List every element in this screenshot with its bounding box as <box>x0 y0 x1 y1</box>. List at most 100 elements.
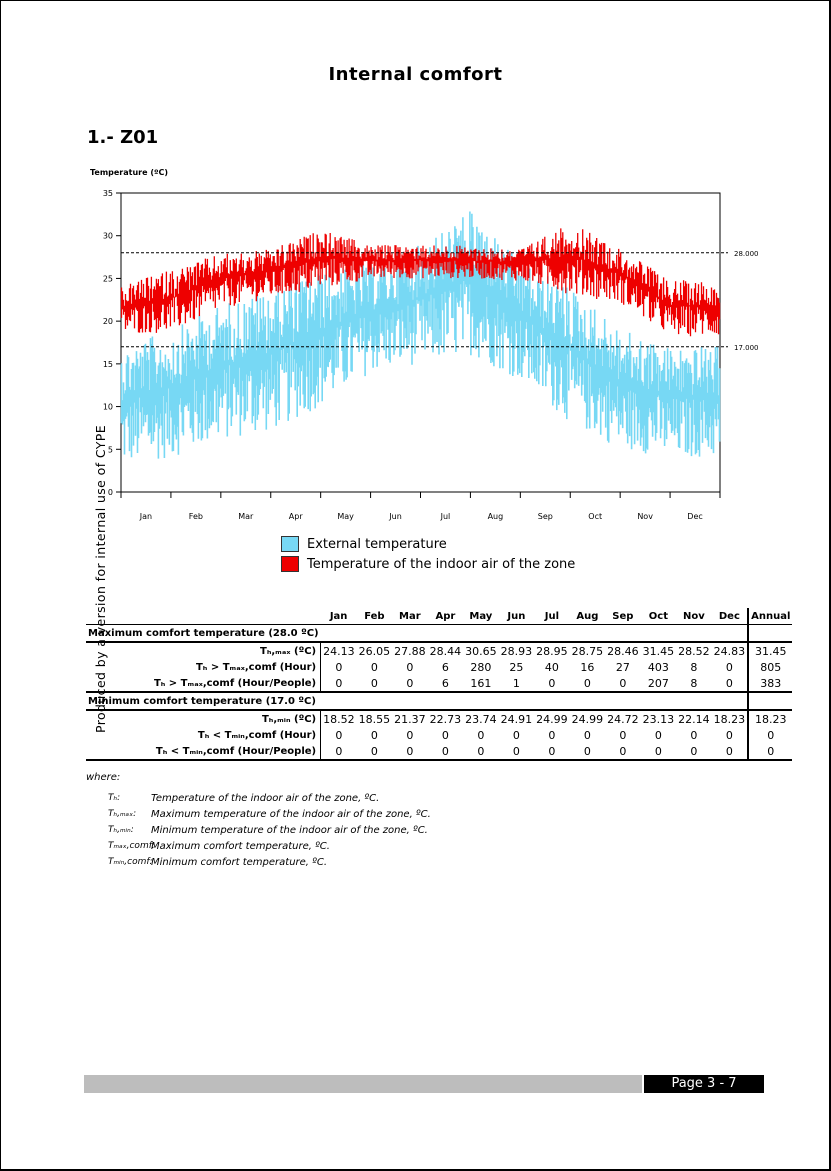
legend-swatch-external <box>281 536 299 552</box>
page-number: Page 3 - 7 <box>644 1075 764 1093</box>
table-cell: 0 <box>711 675 749 693</box>
table-cell: 0 <box>356 675 393 693</box>
table-cell: 207 <box>640 675 677 693</box>
table-cell: 31.45 <box>747 642 793 659</box>
table-cell: 16 <box>580 660 595 674</box>
table-cell: 0 <box>725 728 733 742</box>
table-header-cell: Aug <box>569 608 606 625</box>
definition-symbol: Tₕ,ₘᵢₙ: <box>108 825 134 835</box>
table-row-label: Tₕ > Tₘₐₓ,comf (Hour/People) <box>86 675 321 693</box>
table-cell: 280 <box>470 660 492 674</box>
table-cell: 6 <box>441 660 449 674</box>
max-comfort-group-title: Maximum comfort temperature (28.0 ºC) <box>86 624 321 643</box>
table-cell: 0 <box>583 728 591 742</box>
table-group-filler <box>711 624 749 643</box>
table-group-filler <box>392 624 428 643</box>
x-tick-label: Nov <box>637 512 653 521</box>
table-cell: 0 <box>654 728 662 742</box>
table-cell: 0 <box>605 675 641 693</box>
table-group-filler <box>569 624 606 643</box>
table-cell: 0 <box>406 728 414 742</box>
table-header-cell: Dec <box>711 608 749 625</box>
table-group-filler <box>463 692 499 711</box>
table-cell: 0 <box>569 675 606 693</box>
table-header-row: Jan Feb Mar Apr May Jun Jul Aug Sep Oct Nov Dec Annu… <box>86 608 793 625</box>
y-tick-label: 15 <box>103 360 113 369</box>
x-tick-label: Jul <box>440 512 451 521</box>
table-header-cell: Annual <box>747 608 793 625</box>
table-cell: 0 <box>619 728 627 742</box>
table-cell: 24.72 <box>607 712 639 726</box>
table-cell: 0 <box>711 743 749 761</box>
table-cell: 0 <box>676 743 712 761</box>
x-tick-label: Feb <box>189 512 203 521</box>
table-cell: 8 <box>676 675 712 693</box>
table-header-blank <box>86 608 321 625</box>
table-cell: 403 <box>647 660 669 674</box>
table-group-filler <box>640 624 677 643</box>
table-cell: 0 <box>320 743 357 761</box>
footer-bar <box>84 1075 642 1093</box>
table-group-filler <box>392 692 428 711</box>
table-cell: 0 <box>392 675 428 693</box>
table-cell: 40 <box>544 660 559 674</box>
table-cell: 6 <box>427 675 464 693</box>
table-cell: 0 <box>320 675 357 693</box>
table-cell: 0 <box>569 743 606 761</box>
table-cell: 0 <box>356 743 393 761</box>
x-tick-label: Mar <box>238 512 254 521</box>
temperature-chart: 0 5 10 15 20 25 30 35 Jan Feb Mar Apr May Jun Jul Aug Se… <box>103 189 759 521</box>
table-cell: 805 <box>747 659 793 675</box>
table-cell: 0 <box>534 743 570 761</box>
section-heading: 1.- Z01 <box>87 127 159 148</box>
table-row: Tₕ < Tₘᵢₙ,comf (Hour) 0 0 0 0 0 0 0 0 0 0 0 0 0 <box>86 727 793 743</box>
table-header-cell: Nov <box>676 608 712 625</box>
table-row: Tₕ > Tₘₐₓ,comf (Hour/People) 0 0 0 6 161 1 0 0 0 2… <box>86 675 793 693</box>
table-group-filler <box>605 692 641 711</box>
table-row: Tₕ,ₘₐₓ (ºC) 24.13 26.05 27.88 28.44 30.65 28.9… <box>86 642 793 659</box>
table-cell: 27.88 <box>394 644 426 658</box>
table-header-cell: Jul <box>534 608 570 625</box>
x-tick-label: Sep <box>538 512 553 521</box>
table-cell: 23.13 <box>642 712 675 726</box>
definition-text: Minimum comfort temperature, ºC. <box>151 856 328 868</box>
table-row: Tₕ,ₘᵢₙ (ºC) 18.52 18.55 21.37 22.73 23.74 24.9… <box>86 710 793 727</box>
reference-line-label: 17.000 <box>734 344 759 352</box>
table-cell: 0 <box>605 743 641 761</box>
table-cell: 161 <box>463 675 499 693</box>
table-row-label: Tₕ < Tₘᵢₙ,comf (Hour/People) <box>86 743 321 761</box>
table-cell: 18.23 <box>713 712 746 726</box>
table-cell: 18.23 <box>747 710 793 727</box>
table-cell: 24.13 <box>320 642 357 659</box>
table-group-filler <box>747 692 793 711</box>
table-cell: 8 <box>690 660 698 674</box>
table-cell: 0 <box>747 727 793 743</box>
x-tick-label: May <box>337 512 354 521</box>
table-group-filler <box>498 624 535 643</box>
table-group-filler <box>640 692 677 711</box>
table-group-filler <box>427 624 464 643</box>
legend-swatch-indoor <box>281 556 299 572</box>
table-group-filler <box>463 624 499 643</box>
table-group-filler <box>534 624 570 643</box>
table-header-cell: Jun <box>498 608 535 625</box>
definition-symbol: Tₘᵢₙ,comf: <box>108 857 153 867</box>
table-row-label: Tₕ < Tₘᵢₙ,comf (Hour) <box>197 729 317 741</box>
table-cell: 18.55 <box>358 712 391 726</box>
table-cell: 23.74 <box>465 712 497 726</box>
table-group-filler <box>534 692 570 711</box>
table-cell: 0 <box>370 660 378 674</box>
table-cell: 0 <box>640 743 677 761</box>
definition-item: Tₕ,ₘₐₓ: Maximum temperature of the indoor… <box>108 806 431 822</box>
table-group-filler <box>605 624 641 643</box>
legend-item-indoor: Temperature of the indoor air of the zon… <box>281 554 575 574</box>
table-header-cell: Mar <box>392 608 428 625</box>
x-tick-label: Apr <box>289 512 304 521</box>
table-group-filler <box>711 692 749 711</box>
x-tick-label: Dec <box>687 512 702 521</box>
table-cell: 0 <box>441 728 449 742</box>
table-cell: 0 <box>406 660 414 674</box>
table-header-cell: Sep <box>605 608 641 625</box>
table-cell: 0 <box>512 728 520 742</box>
